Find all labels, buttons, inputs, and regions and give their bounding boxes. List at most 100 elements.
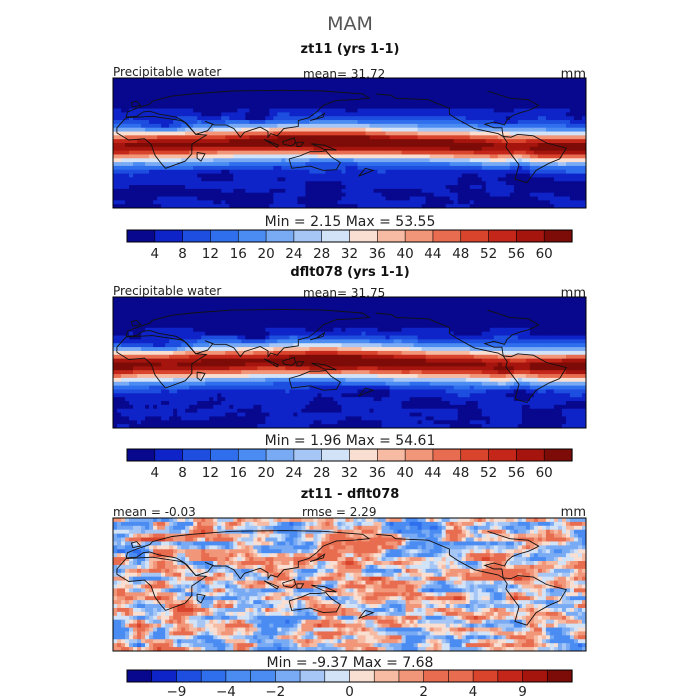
map-cell bbox=[445, 150, 451, 156]
map-cell bbox=[157, 100, 162, 106]
map-cell bbox=[317, 204, 323, 208]
map-cell bbox=[553, 104, 559, 110]
map-cell bbox=[201, 93, 206, 98]
map-cell bbox=[313, 100, 319, 106]
map-cell bbox=[397, 123, 403, 129]
map-cell bbox=[241, 150, 246, 156]
map-cell bbox=[425, 93, 431, 98]
map-cell bbox=[241, 100, 246, 106]
map-cell bbox=[165, 300, 170, 306]
map-cell bbox=[549, 177, 555, 182]
map-cell bbox=[509, 308, 515, 314]
map-cell bbox=[149, 158, 154, 163]
map-cell bbox=[557, 177, 563, 182]
map-cell bbox=[453, 304, 459, 310]
map-cell bbox=[141, 150, 146, 156]
map-cell bbox=[469, 304, 475, 310]
map-cell bbox=[357, 104, 363, 110]
map-cell bbox=[517, 146, 523, 152]
map-cell bbox=[241, 312, 246, 317]
map-cell bbox=[509, 85, 515, 91]
map-cell bbox=[485, 188, 491, 194]
map-cell bbox=[441, 181, 447, 186]
map-cell bbox=[125, 300, 130, 306]
map-cell bbox=[573, 89, 579, 94]
map-cell bbox=[181, 135, 186, 140]
map-cell bbox=[193, 188, 198, 194]
map-cell bbox=[149, 312, 154, 317]
map-cell bbox=[569, 200, 575, 205]
map-cell bbox=[129, 188, 134, 194]
map-cell bbox=[529, 177, 535, 182]
map-cell bbox=[501, 89, 507, 94]
map-cell bbox=[165, 123, 170, 129]
map-cell bbox=[177, 78, 182, 83]
map-cell bbox=[137, 312, 142, 317]
map-cell bbox=[417, 85, 423, 91]
map-cell bbox=[393, 108, 399, 114]
map-cell bbox=[237, 165, 242, 171]
map-cell bbox=[217, 181, 222, 186]
map-cell bbox=[149, 188, 154, 194]
map-cell bbox=[181, 185, 186, 190]
map-cell bbox=[561, 100, 567, 106]
map-cell bbox=[537, 312, 543, 317]
map-cell bbox=[273, 93, 278, 98]
map-cell bbox=[393, 127, 399, 133]
map-cell bbox=[449, 100, 455, 106]
map-cell bbox=[309, 97, 315, 102]
map-cell bbox=[517, 104, 523, 110]
map-cell bbox=[369, 112, 375, 117]
map-cell bbox=[429, 297, 435, 302]
map-cell bbox=[437, 131, 443, 136]
map-cell bbox=[565, 97, 571, 102]
map-cell bbox=[185, 146, 190, 152]
map-cell bbox=[457, 135, 463, 140]
map-cell bbox=[169, 93, 174, 98]
map-cell bbox=[121, 104, 126, 110]
map-cell bbox=[477, 300, 483, 306]
map-cell bbox=[469, 308, 475, 314]
map-cell bbox=[461, 131, 467, 136]
map-cell bbox=[169, 165, 174, 171]
map-cell bbox=[413, 120, 419, 125]
map-cell bbox=[221, 297, 226, 302]
map-cell bbox=[441, 169, 447, 175]
map-cell bbox=[361, 116, 367, 121]
map-cell bbox=[345, 188, 351, 194]
map-cell bbox=[273, 131, 278, 136]
map-cell bbox=[209, 158, 214, 163]
map-cell bbox=[233, 308, 238, 314]
map-cell bbox=[117, 112, 122, 117]
map-cell bbox=[489, 177, 495, 182]
map-cell bbox=[273, 300, 278, 306]
map-cell bbox=[141, 169, 146, 175]
map-cell bbox=[197, 108, 202, 114]
map-cell bbox=[401, 297, 407, 302]
map-cell bbox=[149, 97, 154, 102]
map-cell bbox=[445, 162, 451, 167]
map-cell bbox=[197, 181, 202, 186]
map-cell bbox=[425, 104, 431, 110]
map-cell bbox=[205, 181, 210, 186]
map-cell bbox=[117, 150, 122, 156]
map-cell bbox=[177, 297, 182, 302]
map-cell bbox=[385, 188, 391, 194]
map-cell bbox=[549, 297, 555, 302]
map-cell bbox=[525, 192, 531, 198]
map-cell bbox=[517, 131, 523, 136]
map-cell bbox=[405, 100, 411, 106]
map-cell bbox=[113, 192, 118, 198]
map-cell bbox=[233, 312, 238, 317]
map-cell bbox=[137, 192, 142, 198]
map-cell bbox=[453, 85, 459, 91]
map-cell bbox=[213, 188, 218, 194]
map-cell bbox=[517, 320, 523, 325]
map-cell bbox=[577, 158, 583, 163]
map-cell bbox=[317, 320, 323, 325]
map-cell bbox=[393, 308, 399, 314]
map-cell bbox=[365, 108, 371, 114]
map-cell bbox=[261, 204, 266, 208]
map-cell bbox=[285, 120, 290, 125]
map-cell bbox=[541, 162, 547, 167]
